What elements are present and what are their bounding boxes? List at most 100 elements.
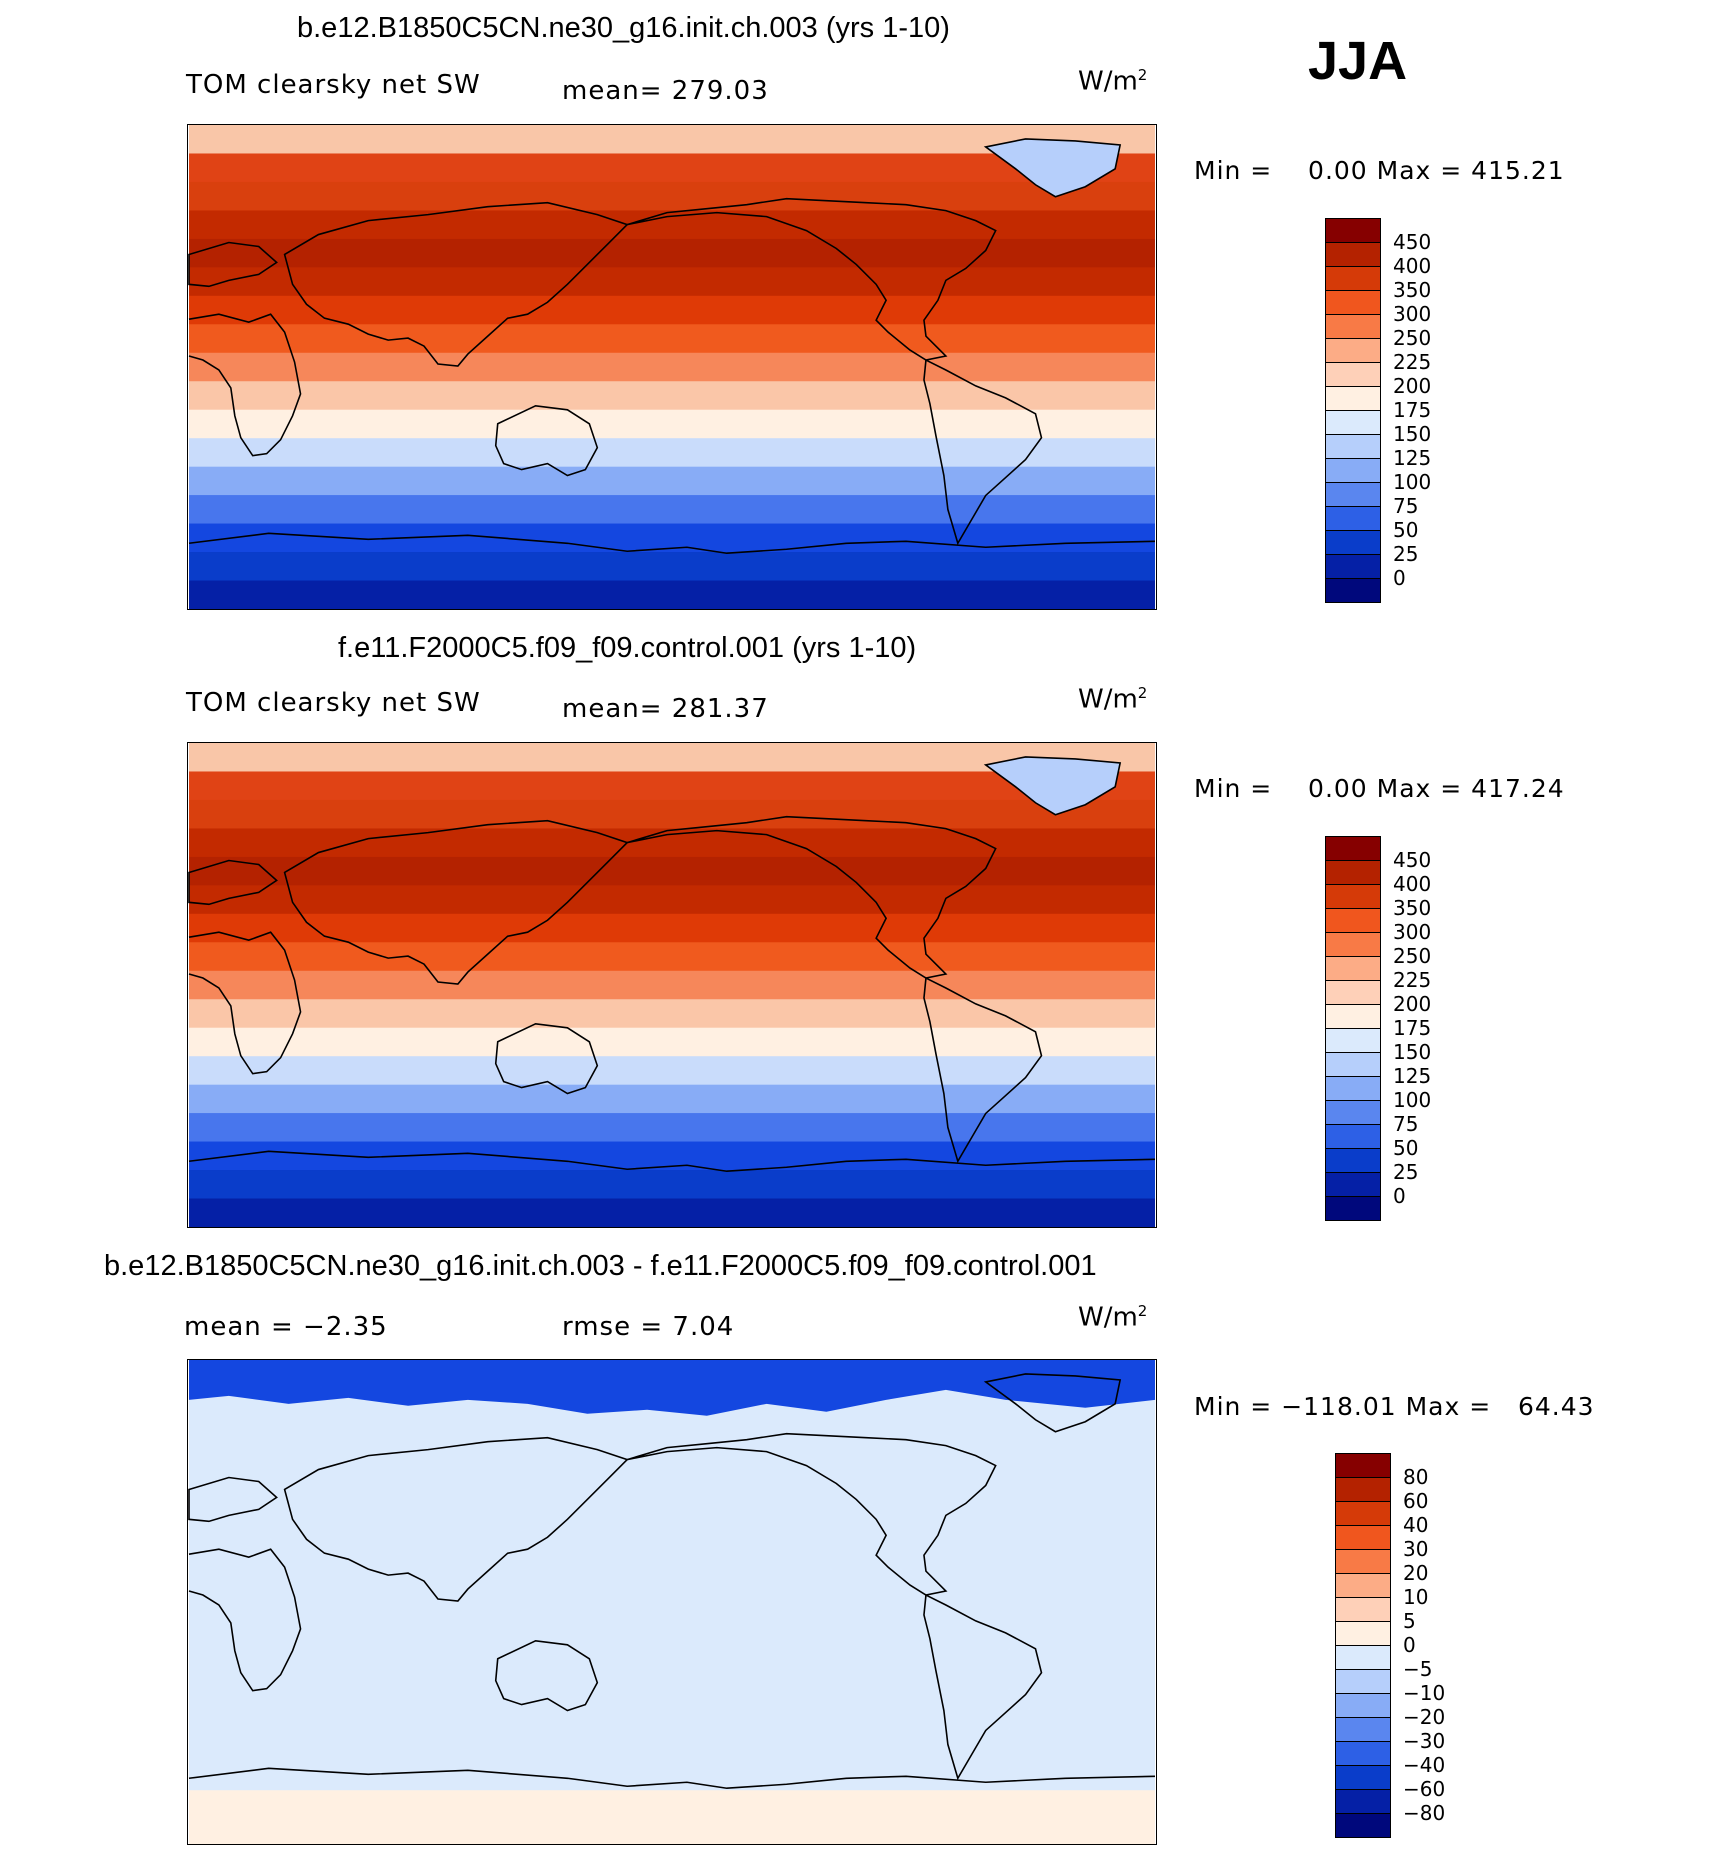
coastline <box>626 197 997 361</box>
colorbar-swatch <box>1335 1501 1391 1526</box>
colorbar-tick-label: 20 <box>1403 1561 1429 1585</box>
map-canvas <box>188 125 1156 609</box>
colorbar-swatch <box>1325 884 1381 909</box>
colorbar-tick-label: 200 <box>1393 374 1432 398</box>
colorbar-swatch <box>1335 1597 1391 1622</box>
contour-band <box>188 153 1156 183</box>
colorbar-tick-label: 30 <box>1403 1537 1429 1561</box>
colorbar-tick-label: 50 <box>1393 1136 1419 1160</box>
colorbar-swatch <box>1325 386 1381 411</box>
map-canvas <box>188 743 1156 1227</box>
colorbar-tick-label: 50 <box>1393 518 1419 542</box>
colorbar-tick-label: 60 <box>1403 1489 1429 1513</box>
contour-band <box>188 771 1156 801</box>
panel1-minmax: Min = 0.00 Max = 415.21 <box>1194 156 1565 185</box>
panel3-minmax: Min = −118.01 Max = 64.43 <box>1194 1392 1595 1421</box>
coastline <box>983 1373 1122 1433</box>
colorbar-swatch <box>1325 908 1381 933</box>
panel2-title: f.e11.F2000C5.f09_f09.control.001 (yrs 1… <box>338 632 917 664</box>
difference-background <box>188 1360 1156 1844</box>
contour-band <box>188 495 1156 525</box>
colorbar-swatch <box>1325 1124 1381 1149</box>
contour-band <box>188 1056 1156 1086</box>
colorbar-swatch <box>1335 1645 1391 1670</box>
colorbar-swatch <box>1325 1100 1381 1125</box>
colorbar-swatch <box>1325 578 1381 603</box>
panel2-variable-label: TOM clearsky net SW <box>186 688 481 718</box>
colorbar-tick-label: 400 <box>1393 872 1432 896</box>
contour-band <box>188 409 1156 440</box>
coastline <box>188 1767 1156 1790</box>
colorbar-swatch <box>1335 1717 1391 1742</box>
colorbar-tick-label: 100 <box>1393 470 1432 494</box>
coastline <box>923 358 1043 546</box>
panel1-units: W/m2 <box>1078 66 1148 97</box>
contour-band <box>188 1027 1156 1058</box>
colorbar-tick-label: 75 <box>1393 494 1419 518</box>
coastline <box>626 1432 997 1596</box>
contour-band <box>188 324 1156 354</box>
colorbar-swatch <box>1335 1741 1391 1766</box>
colorbar-tick-label: 225 <box>1393 968 1432 992</box>
contour-band <box>188 1113 1156 1143</box>
panel1-title: b.e12.B1850C5CN.ne30_g16.init.ch.003 (yr… <box>297 12 950 44</box>
colorbar-swatch <box>1325 1196 1381 1221</box>
colorbar-tick-label: 10 <box>1403 1585 1429 1609</box>
coastline <box>983 756 1122 816</box>
colorbar-tick-label: 175 <box>1393 398 1432 422</box>
colorbar-swatch <box>1335 1453 1391 1478</box>
coastline <box>188 313 302 457</box>
coastline <box>494 1023 599 1095</box>
contour-band <box>188 828 1156 858</box>
colorbar-swatch <box>1325 506 1381 531</box>
coastline <box>923 1593 1043 1781</box>
contour-band <box>188 1084 1156 1115</box>
colorbar-tick-label: −20 <box>1403 1705 1446 1729</box>
colorbar-swatch <box>1325 218 1381 243</box>
colorbar-swatch <box>1325 338 1381 363</box>
contour-band <box>188 438 1156 468</box>
colorbar-swatch <box>1335 1549 1391 1574</box>
colorbar-tick-label: 40 <box>1403 1513 1429 1537</box>
coastline <box>283 201 629 367</box>
colorbar-swatch <box>1325 314 1381 339</box>
colorbar-swatch <box>1335 1765 1391 1790</box>
colorbar-swatch <box>1325 1052 1381 1077</box>
panel1-variable-label: TOM clearsky net SW <box>186 70 481 100</box>
colorbar-tick-label: −10 <box>1403 1681 1446 1705</box>
colorbar-swatch <box>1325 836 1381 861</box>
colorbar-swatch <box>1325 242 1381 267</box>
colorbar-tick-label: −5 <box>1403 1657 1433 1681</box>
arctic-negative-band <box>188 1360 1156 1416</box>
contour-band <box>188 913 1156 944</box>
colorbar-swatch <box>1335 1813 1391 1838</box>
colorbar-swatch <box>1325 410 1381 435</box>
contour-band <box>188 267 1156 297</box>
colorbar-swatch <box>1325 1148 1381 1173</box>
colorbar-tick-label: 300 <box>1393 302 1432 326</box>
colorbar-tick-label: 400 <box>1393 254 1432 278</box>
coastline <box>188 1476 278 1523</box>
contour-band <box>188 856 1156 887</box>
panel1-map <box>187 124 1157 610</box>
greenland-anomaly-region <box>985 756 1121 815</box>
antarctic-band <box>188 1790 1156 1844</box>
panel2-map <box>187 742 1157 1228</box>
map-canvas <box>188 1360 1156 1844</box>
colorbar-tick-label: 5 <box>1403 1609 1416 1633</box>
colorbar-swatch <box>1325 482 1381 507</box>
coastline <box>923 976 1043 1164</box>
colorbar-swatch <box>1325 458 1381 483</box>
colorbar-tick-label: 25 <box>1393 542 1419 566</box>
colorbar-swatch <box>1325 980 1381 1005</box>
greenland-anomaly-region <box>985 138 1121 197</box>
colorbar-tick-label: 0 <box>1403 1633 1416 1657</box>
coastline <box>188 532 1156 555</box>
panel3-rmse-label: rmse = 7.04 <box>562 1312 735 1342</box>
panel3-mean-label: mean = −2.35 <box>184 1312 388 1342</box>
coastline <box>188 1548 302 1692</box>
colorbar-tick-label: −60 <box>1403 1777 1446 1801</box>
colorbar-tick-label: 100 <box>1393 1088 1432 1112</box>
colorbar-tick-label: 350 <box>1393 278 1432 302</box>
colorbar-swatch <box>1335 1525 1391 1550</box>
